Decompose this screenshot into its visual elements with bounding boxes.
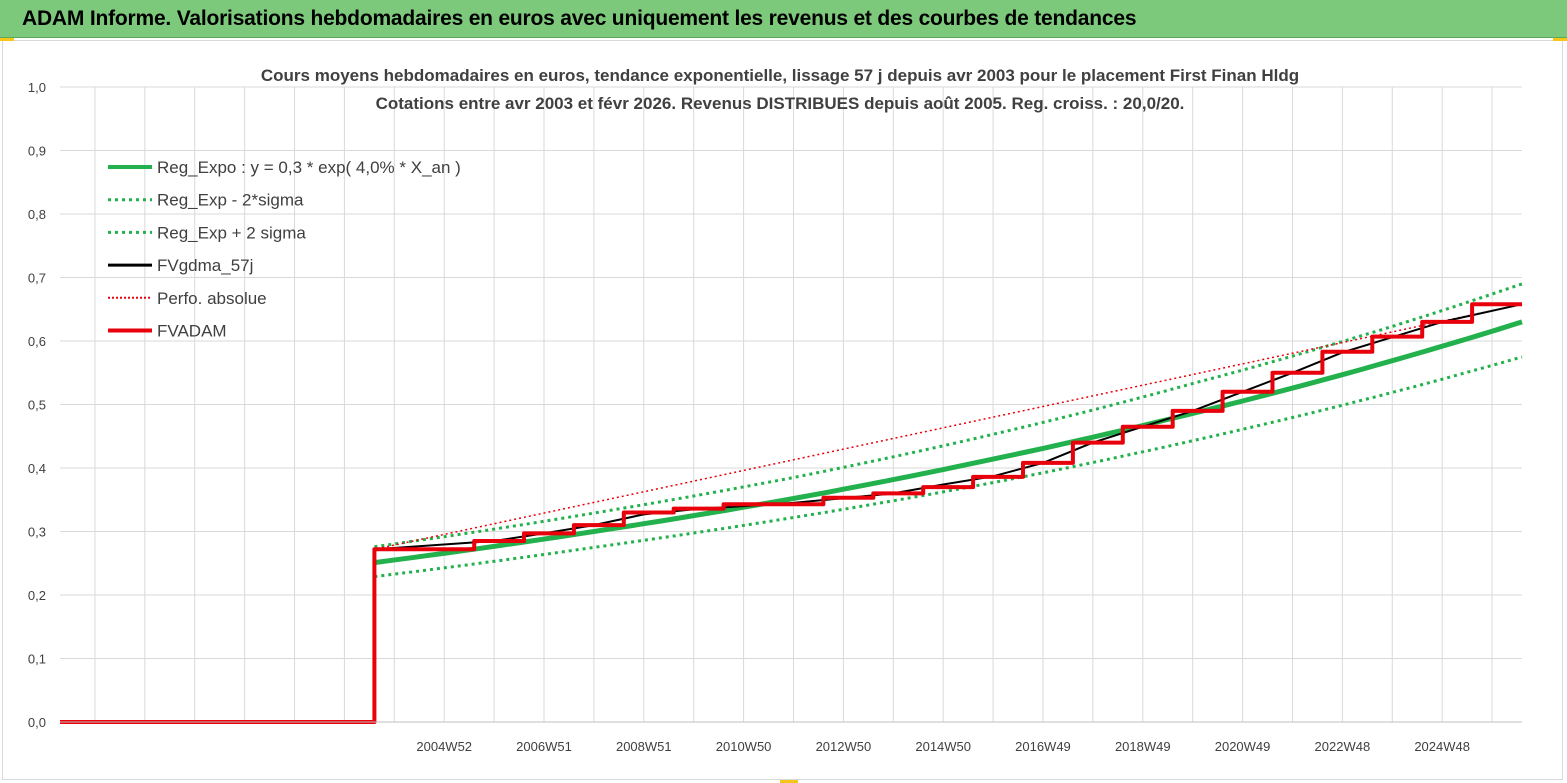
legend-label: FVgdma_57j bbox=[157, 256, 253, 275]
legend-label: FVADAM bbox=[157, 322, 227, 341]
fvadam-line bbox=[60, 302, 1522, 724]
y-tick-label: 0,3 bbox=[28, 525, 46, 540]
x-tick-label: 2018W49 bbox=[1115, 739, 1171, 754]
y-tick-label: 0,7 bbox=[28, 271, 46, 286]
x-tick-label: 2004W52 bbox=[416, 739, 472, 754]
x-tick-label: 2014W50 bbox=[915, 739, 971, 754]
x-tick-label: 2020W49 bbox=[1215, 739, 1271, 754]
chart-frame bbox=[2, 40, 1563, 780]
y-tick-label: 0,8 bbox=[28, 207, 46, 222]
page-title: ADAM Informe. Valorisations hebdomadaire… bbox=[22, 7, 1137, 30]
corner-marker bbox=[0, 38, 14, 41]
y-tick-label: 1,0 bbox=[28, 80, 46, 95]
x-tick-label: 2010W50 bbox=[716, 739, 772, 754]
chart-title-line1: Cours moyens hebdomadaires en euros, ten… bbox=[261, 66, 1299, 85]
legend-label: Reg_Expo : y = 0,3 * exp( 4,0% * X_an ) bbox=[157, 158, 461, 177]
y-tick-label: 0,9 bbox=[28, 144, 46, 159]
chart-title-line2: Cotations entre avr 2003 et févr 2026. R… bbox=[376, 94, 1185, 113]
grid bbox=[60, 86, 1522, 723]
y-tick-label: 0,1 bbox=[28, 652, 46, 667]
legend-label: Reg_Exp - 2*sigma bbox=[157, 191, 304, 210]
x-tick-label: 2012W50 bbox=[816, 739, 872, 754]
y-tick-label: 0,6 bbox=[28, 334, 46, 349]
y-tick-label: 0,2 bbox=[28, 588, 46, 603]
x-tick-label: 2006W51 bbox=[516, 739, 572, 754]
x-tick-label: 2016W49 bbox=[1015, 739, 1071, 754]
reg-exp-plus-2sigma-line bbox=[374, 282, 1523, 549]
y-tick-label: 0,0 bbox=[28, 715, 46, 730]
x-tick-label: 2024W48 bbox=[1414, 739, 1470, 754]
corner-marker bbox=[780, 780, 798, 783]
title-banner: ADAM Informe. Valorisations hebdomadaire… bbox=[0, 0, 1567, 38]
legend-label: Perfo. absolue bbox=[157, 289, 267, 308]
plot-series bbox=[60, 282, 1523, 724]
perfo-absolue-line bbox=[60, 303, 1523, 723]
x-tick-label: 2022W48 bbox=[1315, 739, 1371, 754]
legend-label: Reg_Exp + 2 sigma bbox=[157, 223, 306, 242]
corner-marker bbox=[1553, 38, 1567, 41]
reg-exp-minus-2sigma-line bbox=[374, 355, 1523, 579]
fvgdma-57j-line bbox=[60, 303, 1523, 723]
y-tick-label: 0,5 bbox=[28, 398, 46, 413]
x-tick-label: 2008W51 bbox=[616, 739, 672, 754]
reg-expo-line bbox=[374, 319, 1523, 566]
axes: 0,0 0,1 0,2 0,3 0,4 0,5 0,6 0,7 0,8 0,9 1,0 2004W52… bbox=[28, 80, 1522, 754]
y-tick-label: 0,4 bbox=[28, 461, 46, 476]
legend: Reg_Expo : y = 0,3 * exp( 4,0% * X_an ) R… bbox=[108, 158, 461, 341]
